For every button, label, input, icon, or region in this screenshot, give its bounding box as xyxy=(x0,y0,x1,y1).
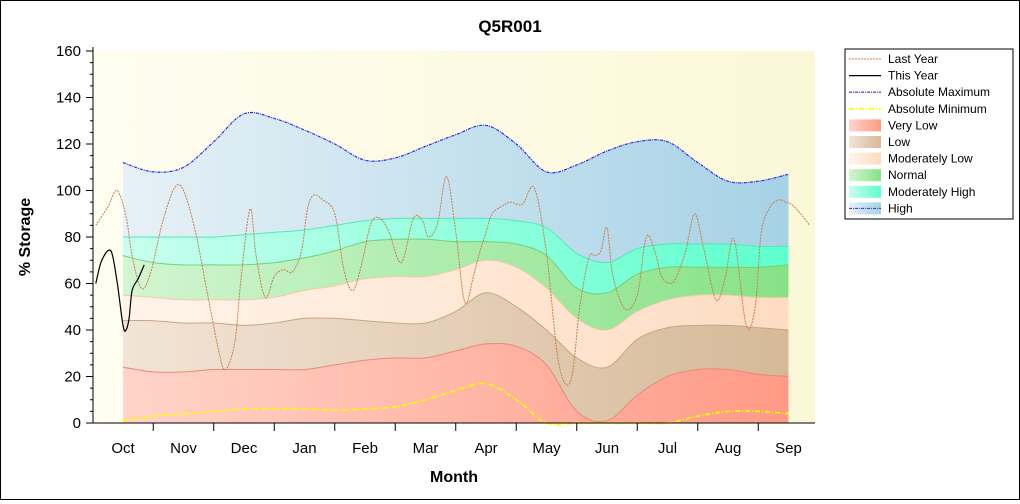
legend-label-moderately-high: Moderately High xyxy=(888,185,975,199)
x-tick-label: Sep xyxy=(775,440,802,457)
legend-label-high: High xyxy=(888,201,913,215)
legend-swatch-moderately-high xyxy=(849,185,881,198)
legend-label-very-low: Very Low xyxy=(888,118,938,132)
legend-label-absolute-maximum: Absolute Maximum xyxy=(888,85,990,99)
legend-swatch-low xyxy=(849,136,881,148)
band-edge-very-low xyxy=(122,342,789,423)
x-tick-label: Feb xyxy=(352,440,378,457)
legend: Last Year This Year Absolute Maximum Absolu… xyxy=(844,48,1014,220)
y-tick-label: 40 xyxy=(64,322,81,339)
x-tick-label: Jan xyxy=(292,440,316,457)
legend-label-moderately-low: Moderately Low xyxy=(888,152,973,166)
x-tick-label: Dec xyxy=(231,440,258,457)
band-very-low xyxy=(123,343,789,423)
legend-label-this-year: This Year xyxy=(888,69,938,83)
legend-label-low: Low xyxy=(888,135,910,149)
x-tick-label: Aug xyxy=(715,440,742,457)
x-tick-label: Apr xyxy=(474,440,497,457)
legend-swatch-very-low xyxy=(849,119,881,132)
absolute-maximum-line xyxy=(122,111,789,184)
y-tick-label: 100 xyxy=(56,183,81,200)
legend-label-normal: Normal xyxy=(888,168,927,182)
storage-bands xyxy=(122,112,789,423)
band-edge-normal xyxy=(122,238,789,295)
x-tick-label: Mar xyxy=(413,440,439,457)
absolute-minimum-line xyxy=(122,382,789,426)
y-tick-label: 160 xyxy=(56,43,81,60)
y-axis-title: % Storage xyxy=(17,198,34,276)
band-edge-moderately-high xyxy=(123,217,789,264)
chart-title: Q5R001 xyxy=(478,17,541,36)
x-tick-label: Oct xyxy=(111,440,135,457)
y-tick-label: 20 xyxy=(64,369,81,386)
y-tick-label: 0 xyxy=(73,415,81,432)
band-moderately-low xyxy=(123,260,789,369)
legend-label-last-year: Last Year xyxy=(888,52,938,66)
legend-label-absolute-minimum: Absolute Minimum xyxy=(888,102,987,116)
band-low xyxy=(123,292,789,422)
y-tick-label: 60 xyxy=(64,276,81,293)
x-tick-label: Nov xyxy=(170,440,197,457)
legend-swatch-normal xyxy=(849,169,881,182)
legend-swatch-moderately-low xyxy=(849,152,881,165)
axes: 0 20 40 60 80 100 120 140 160 Oct Nov Dec Jan Feb Mar A… xyxy=(56,43,815,457)
last-year-line xyxy=(95,176,811,386)
band-moderately-high xyxy=(123,218,789,294)
x-tick-label: Jun xyxy=(595,440,619,457)
y-tick-label: 140 xyxy=(56,90,81,107)
band-edge-low xyxy=(122,292,789,369)
band-edge-moderately-low xyxy=(122,259,789,331)
this-year-line xyxy=(95,249,145,332)
y-tick-label: 80 xyxy=(64,229,81,246)
band-high xyxy=(123,112,789,263)
band-normal xyxy=(123,239,789,331)
y-tick-label: 120 xyxy=(56,136,81,153)
series-lines xyxy=(95,111,811,426)
x-tick-label: Jul xyxy=(658,440,677,457)
x-tick-label: May xyxy=(532,440,561,457)
x-axis-title: Month xyxy=(430,469,478,486)
